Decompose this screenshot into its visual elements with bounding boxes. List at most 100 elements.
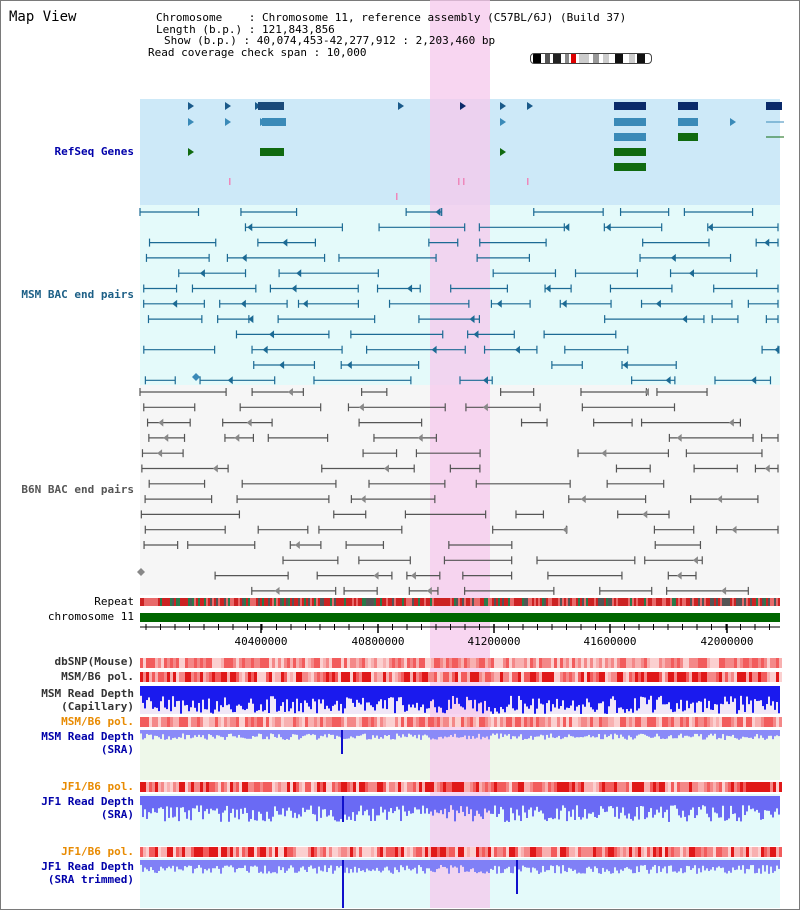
dbsnp-cell <box>341 658 344 668</box>
msm-depth-capillary-bar <box>214 686 216 710</box>
jf1-depth-trim-bar <box>304 860 306 870</box>
repeat-segment <box>226 598 228 606</box>
jf1-depth-trim-bar <box>362 860 364 871</box>
dbsnp-cell <box>716 658 719 668</box>
msm-depth-sra-bar <box>306 730 308 735</box>
jf1-depth-trim-bar <box>468 860 470 872</box>
msm-depth-capillary-bar <box>352 686 354 703</box>
dbsnp-cell <box>473 658 476 668</box>
jf1-depth-trim-bar <box>568 860 570 868</box>
msm-depth-sra-bar <box>652 730 654 738</box>
jf1-depth-trim-bar <box>356 860 358 873</box>
jf1-depth-sra-bar <box>498 796 500 814</box>
jf1-depth-trim-bar <box>172 860 174 866</box>
repeat-segment <box>574 598 576 606</box>
msm-depth-capillary-bar <box>164 686 166 708</box>
msm-depth-capillary-bar <box>168 686 170 700</box>
jf1-depth-sra-bar <box>236 796 238 810</box>
jf1-depth-trim-bar <box>154 860 156 873</box>
jf1-depth-sra-bar <box>372 796 374 809</box>
jf1-depth-trim-bar <box>446 860 448 869</box>
jf1-depth-sra-bar <box>758 796 760 813</box>
jf1-depth-trim-bar <box>766 860 768 866</box>
repeat-segment <box>760 598 762 606</box>
msm-depth-sra-bar <box>294 730 296 735</box>
msm-b6-pol-cell <box>158 672 161 682</box>
repeat-segment <box>508 598 510 606</box>
jf1-depth-sra-bar <box>164 796 166 822</box>
jf1-b6-pol2-cell <box>422 847 425 857</box>
msm-depth-sra-bar <box>708 730 710 736</box>
msm-b6-pol2-cell <box>257 717 260 727</box>
msm-b6-pol2-cell <box>674 717 677 727</box>
jf1-depth-sra-bar <box>692 796 694 808</box>
msm-depth-capillary-bar <box>216 686 218 702</box>
dbsnp-cell <box>614 658 617 668</box>
jf1-depth-trim-bar <box>174 860 176 872</box>
msm-depth-sra-bar <box>208 730 210 735</box>
jf1-depth-trim-bar <box>580 860 582 874</box>
msm-b6-pol2-cell <box>716 717 719 727</box>
jf1-depth-sra-bar <box>432 796 434 816</box>
dbsnp-cell <box>578 658 581 668</box>
jf1-depth-trim-bar <box>160 860 162 867</box>
jf1-b6-pol2-cell <box>362 847 365 857</box>
jf1-b6-pol-cell <box>281 782 284 792</box>
msm-b6-pol2-cell <box>176 717 179 727</box>
repeat-segment <box>412 598 414 606</box>
repeat-segment <box>312 598 314 606</box>
repeat-segment <box>444 598 446 606</box>
jf1-b6-pol-cell <box>746 782 749 792</box>
jf1-depth-trim-bar <box>514 860 516 867</box>
msm-depth-capillary-bar <box>176 686 178 702</box>
jf1-depth-trim-bar <box>210 860 212 873</box>
repeat-segment <box>556 598 558 606</box>
b6n-bac-glyph <box>717 495 723 504</box>
chromosome-ideogram[interactable] <box>530 53 652 64</box>
msm-depth-sra-bar <box>492 730 494 734</box>
repeat-segment <box>698 598 700 606</box>
msm-depth-capillary-bar <box>736 686 738 714</box>
msm-depth-capillary-bar <box>612 686 614 697</box>
repeat-segment <box>594 598 596 606</box>
jf1-b6-pol2-cell <box>494 847 497 857</box>
repeat-segment <box>268 598 270 606</box>
msm-depth-sra-bar <box>654 730 656 737</box>
jf1-depth-sra-bar <box>364 796 366 812</box>
jf1-b6-pol2-cell <box>635 847 638 857</box>
dbsnp-cell <box>260 658 263 668</box>
jf1-depth-sra-bar <box>202 796 204 820</box>
msm-b6-pol-cell <box>416 672 419 682</box>
repeat-segment <box>314 598 316 606</box>
msm-bac-glyph <box>473 330 479 339</box>
jf1-depth-trim-bar <box>758 860 760 869</box>
msm-depth-capillary-bar <box>192 686 194 701</box>
msm-depth-sra-bar <box>270 730 272 734</box>
repeat-segment <box>256 598 258 606</box>
axis-tick-label: 41600000 <box>584 635 637 648</box>
msm-depth-capillary-bar <box>148 686 150 698</box>
msm-depth-sra-bar <box>450 730 452 735</box>
jf1-depth-sra-bar <box>766 796 768 811</box>
msm-bac-glyph <box>247 223 253 232</box>
dbsnp-cell <box>617 658 620 668</box>
msm-depth-sra-bar <box>368 730 370 740</box>
msm-depth-sra-bar <box>522 730 524 740</box>
msm-b6-pol2-cell <box>779 717 782 727</box>
jf1-depth-sra-bar <box>190 796 192 821</box>
repeat-segment <box>714 598 716 606</box>
repeat-segment <box>716 598 718 606</box>
jf1-depth-sra-bar <box>398 796 400 810</box>
repeat-segment <box>676 598 678 606</box>
repeat-segment <box>174 598 176 606</box>
msm-b6-pol2-cell <box>599 717 602 727</box>
msm-depth-capillary-bar <box>410 686 412 708</box>
dbsnp-cell <box>278 658 281 668</box>
msm-b6-pol2-cell <box>245 717 248 727</box>
jf1-depth-sra-bar <box>666 796 668 810</box>
msm-depth-sra-bar <box>176 730 178 739</box>
msm-depth-sra-bar <box>394 730 396 740</box>
dbsnp-cell <box>185 658 188 668</box>
msm-b6-pol-cell <box>401 672 404 682</box>
